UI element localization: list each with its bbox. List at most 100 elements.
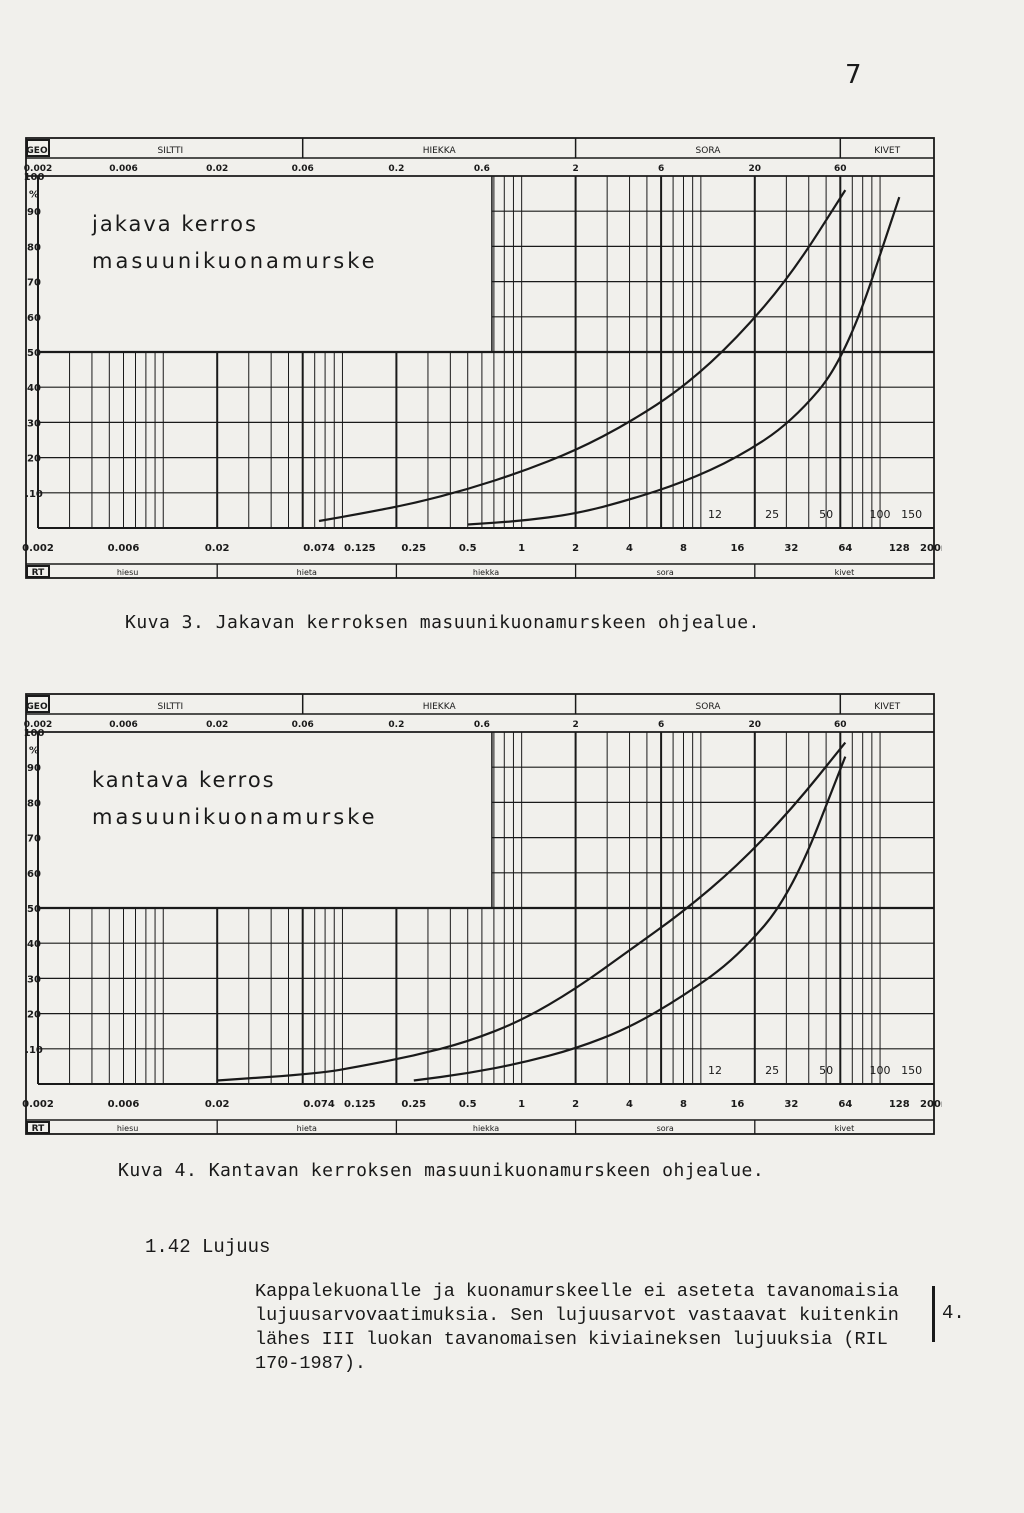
y-tick-label: .10: [25, 489, 43, 500]
bottom-tick-label: 4: [626, 543, 633, 554]
grading-chart-jakava: GEO SILTTI HIEKKA SORA KIVET 0.002 0.006 0.02 0.…: [22, 136, 942, 582]
y-tick-label: 20: [27, 1010, 41, 1021]
y-tick-label: 100: [24, 172, 45, 183]
top-tick-label: 20: [749, 720, 762, 730]
chart-svg: GEO SILTTI HIEKKA SORA KIVET 0.002 0.006 0.02 0.…: [22, 137, 942, 579]
inner-tick-label: 12: [708, 508, 722, 521]
bottom-tick-label: 1: [518, 543, 525, 554]
y-tick-label: %: [29, 746, 39, 757]
chart-title-line: masuunikuonamurske: [92, 805, 378, 829]
class-label: HIEKKA: [423, 702, 457, 712]
bottom-tick-label: 0.006: [108, 543, 140, 554]
inner-tick-label: 50: [819, 508, 833, 521]
class-label: HIEKKA: [423, 146, 457, 156]
y-tick-label: 70: [27, 278, 41, 289]
inner-tick-label: 150: [901, 508, 922, 521]
grading-chart-kantava: GEO SILTTI HIEKKA SORA KIVET 0.002 0.006 0.02 0.…: [22, 692, 942, 1138]
figure-caption: Kuva 4. Kantavan kerroksen masuunikuonam…: [118, 1160, 765, 1181]
y-tick-label: 40: [27, 383, 41, 394]
rt-class-label: kivet: [835, 568, 855, 577]
y-tick-label: 50: [27, 904, 41, 915]
body-text-line: lähes III luokan tavanomaisen kiviaineks…: [255, 1329, 888, 1350]
top-tick-label: 0.02: [206, 164, 228, 174]
top-tick-label: 2: [572, 720, 578, 730]
y-tick-label: 30: [27, 974, 41, 985]
section-heading: 1.42 Lujuus: [145, 1236, 271, 1258]
y-tick-label: %: [29, 190, 39, 201]
envelope-curve: [467, 196, 901, 526]
bottom-tick-label: 0.25: [401, 1099, 426, 1110]
class-label: SILTTI: [158, 702, 184, 712]
bottom-tick-label: 0.02: [205, 543, 230, 554]
rt-class-label: hiesu: [117, 568, 138, 577]
inner-tick-label: 25: [765, 1064, 779, 1077]
bottom-tick-label: 16: [730, 1099, 744, 1110]
bottom-tick-label: 0.006: [108, 1099, 140, 1110]
rt-class-label: sora: [657, 1124, 674, 1133]
envelope-curve: [217, 741, 847, 1082]
inner-tick-label: 100: [870, 1064, 891, 1077]
chart-title-line: kantava kerros: [92, 768, 276, 792]
bottom-tick-label: 0.02: [205, 1099, 230, 1110]
bottom-tick-label: 16: [730, 543, 744, 554]
bottom-tick-label: 0.074: [303, 1099, 335, 1110]
body-text-line: lujuusarvovaatimuksia. Sen lujuusarvot v…: [255, 1305, 899, 1326]
top-tick-label: 0.06: [292, 720, 314, 730]
y-tick-label: 60: [27, 313, 41, 324]
bottom-tick-label: 0.002: [22, 543, 54, 554]
bottom-tick-label: 64: [838, 1099, 852, 1110]
margin-note: 4.: [942, 1302, 965, 1324]
inner-tick-label: 50: [819, 1064, 833, 1077]
body-text-line: 170-1987).: [255, 1353, 367, 1374]
top-tick-label: 0.6: [474, 164, 490, 174]
rt-label: RT: [32, 568, 46, 578]
y-tick-label: 100: [24, 728, 45, 739]
y-tick-label: 20: [27, 454, 41, 465]
bottom-tick-label: 8: [680, 543, 687, 554]
rt-class-label: sora: [657, 568, 674, 577]
class-label: KIVET: [874, 146, 900, 156]
top-tick-label: 0.06: [292, 164, 314, 174]
inner-tick-label: 25: [765, 508, 779, 521]
bottom-tick-label: 200mm: [920, 543, 942, 554]
chart-title-line: jakava kerros: [91, 212, 258, 236]
geo-label-box: [26, 139, 50, 157]
top-tick-label: 0.6: [474, 720, 490, 730]
bottom-tick-label: 8: [680, 1099, 687, 1110]
y-tick-label: 30: [27, 418, 41, 429]
top-tick-label: 0.006: [109, 720, 137, 730]
top-tick-label: 0.2: [388, 720, 404, 730]
rt-class-label: hiesu: [117, 1124, 138, 1133]
geo-label-box: [26, 695, 50, 713]
top-tick-label: 0.002: [24, 164, 52, 174]
rt-label-box: [26, 1121, 50, 1134]
chart-svg: GEO SILTTI HIEKKA SORA KIVET 0.002 0.006 0.02 0.…: [22, 693, 942, 1135]
y-tick-label: 90: [27, 207, 41, 218]
bottom-tick-label: 32: [784, 543, 798, 554]
y-tick-label: 80: [27, 242, 41, 253]
class-label: SORA: [696, 146, 722, 156]
y-tick-label: 70: [27, 834, 41, 845]
figure-caption: Kuva 3. Jakavan kerroksen masuunikuonamu…: [125, 612, 760, 633]
bottom-tick-label: 4: [626, 1099, 633, 1110]
y-tick-label: 50: [27, 348, 41, 359]
inner-tick-label: 150: [901, 1064, 922, 1077]
class-label: SORA: [696, 702, 722, 712]
bottom-tick-label: 0.125: [344, 1099, 376, 1110]
rt-class-label: hieta: [297, 568, 317, 577]
bottom-tick-label: 128: [889, 543, 910, 554]
top-tick-label: 60: [834, 720, 847, 730]
y-tick-label: 40: [27, 939, 41, 950]
chart-frame: [25, 693, 935, 1135]
bottom-tick-label: 32: [784, 1099, 798, 1110]
top-tick-label: 0.006: [109, 164, 137, 174]
top-tick-label: 60: [834, 164, 847, 174]
top-tick-label: 6: [658, 720, 664, 730]
envelope-curve: [413, 756, 847, 1082]
bottom-tick-label: 0.125: [344, 543, 376, 554]
geo-label: GEO: [26, 146, 48, 156]
rt-label-box: [26, 565, 50, 578]
envelope-curve: [318, 189, 847, 523]
body-text-line: Kappalekuonalle ja kuonamurskeelle ei as…: [255, 1281, 899, 1302]
rt-class-label: hiekka: [473, 1124, 499, 1133]
